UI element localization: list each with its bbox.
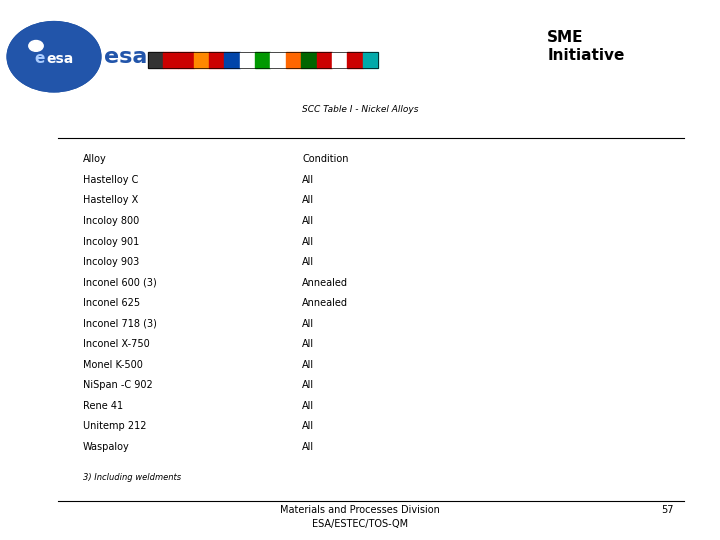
Circle shape (29, 40, 43, 51)
Circle shape (28, 37, 80, 76)
Circle shape (7, 22, 101, 92)
Text: Waspaloy: Waspaloy (83, 442, 130, 452)
Text: 3) Including weldments: 3) Including weldments (83, 473, 181, 482)
Circle shape (47, 51, 61, 62)
Bar (332, 52, 347, 68)
Text: All: All (302, 401, 315, 411)
Circle shape (19, 30, 89, 83)
Circle shape (52, 55, 56, 58)
Text: All: All (302, 442, 315, 452)
Bar (317, 52, 332, 68)
Bar (194, 52, 209, 68)
Bar (301, 52, 317, 68)
Text: SME
Initiative: SME Initiative (547, 30, 624, 63)
Text: Condition: Condition (302, 154, 349, 164)
Text: Annealed: Annealed (302, 298, 348, 308)
Text: All: All (302, 360, 315, 370)
Text: Hastelloy C: Hastelloy C (83, 175, 138, 185)
Circle shape (12, 25, 96, 88)
Circle shape (30, 39, 78, 74)
Text: All: All (302, 339, 315, 349)
Text: All: All (302, 319, 315, 329)
Text: All: All (302, 421, 315, 431)
Text: e: e (35, 51, 45, 66)
Circle shape (7, 22, 101, 92)
Bar (163, 52, 179, 68)
Bar (240, 52, 255, 68)
Text: Unitemp 212: Unitemp 212 (83, 421, 146, 431)
Circle shape (24, 34, 84, 79)
Text: Inconel 718 (3): Inconel 718 (3) (83, 319, 157, 329)
Text: Inconel X-750: Inconel X-750 (83, 339, 150, 349)
Circle shape (40, 46, 68, 67)
Bar (148, 52, 163, 68)
Text: Incoloy 901: Incoloy 901 (83, 237, 139, 247)
Text: All: All (302, 216, 315, 226)
Bar (271, 52, 286, 68)
Text: All: All (302, 257, 315, 267)
Bar (148, 52, 378, 68)
Circle shape (26, 36, 82, 78)
Text: Materials and Processes Division
ESA/ESTEC/TOS-QM: Materials and Processes Division ESA/EST… (280, 505, 440, 529)
Text: Incoloy 800: Incoloy 800 (83, 216, 139, 226)
Circle shape (33, 41, 75, 72)
Circle shape (9, 23, 99, 90)
Bar (209, 52, 225, 68)
Bar (286, 52, 301, 68)
Text: Inconel 600 (3): Inconel 600 (3) (83, 278, 156, 288)
Text: Hastelloy X: Hastelloy X (83, 195, 138, 206)
Circle shape (35, 43, 73, 71)
Circle shape (42, 48, 66, 65)
Text: NiSpan -C 902: NiSpan -C 902 (83, 380, 153, 390)
Bar (225, 52, 240, 68)
Circle shape (49, 53, 59, 60)
Text: All: All (302, 195, 315, 206)
Circle shape (14, 27, 94, 86)
Bar (179, 52, 194, 68)
Circle shape (45, 50, 63, 64)
Circle shape (17, 29, 91, 85)
Text: Rene 41: Rene 41 (83, 401, 123, 411)
Text: Monel K-500: Monel K-500 (83, 360, 143, 370)
Text: SCC Table I - Nickel Alloys: SCC Table I - Nickel Alloys (302, 105, 418, 114)
Text: Alloy: Alloy (83, 154, 107, 164)
Text: Annealed: Annealed (302, 278, 348, 288)
Circle shape (37, 44, 71, 69)
Text: esa: esa (104, 46, 148, 67)
Text: All: All (302, 237, 315, 247)
Text: Inconel 625: Inconel 625 (83, 298, 140, 308)
Text: All: All (302, 380, 315, 390)
Text: esa: esa (46, 52, 73, 66)
Bar (255, 52, 271, 68)
Text: Incoloy 903: Incoloy 903 (83, 257, 139, 267)
Bar (363, 52, 378, 68)
Text: All: All (302, 175, 315, 185)
Text: 57: 57 (661, 505, 673, 516)
Circle shape (22, 32, 86, 81)
Bar (347, 52, 363, 68)
